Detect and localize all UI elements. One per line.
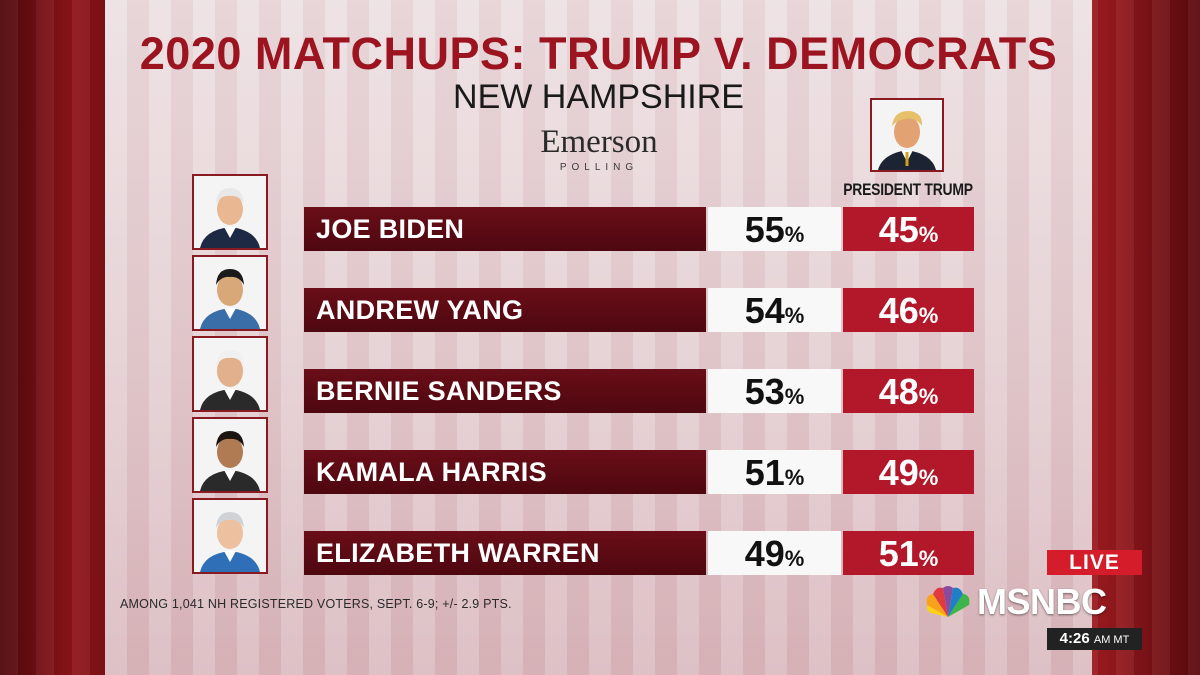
broadcast-clock: 4:26 AM MT: [1047, 628, 1142, 650]
network-logo: MSNBC: [923, 581, 1145, 622]
candidate-portrait: [192, 498, 268, 574]
chart-title: 2020 MATCHUPS: TRUMP V. DEMOCRATS: [139, 28, 1058, 79]
candidate-name: ELIZABETH WARREN: [304, 531, 706, 575]
trump-percent: 51%: [843, 531, 974, 575]
trump-percent: 45%: [843, 207, 974, 251]
democrat-percent: 55%: [708, 207, 841, 251]
candidate-name: JOE BIDEN: [304, 207, 706, 251]
candidate-name: BERNIE SANDERS: [304, 369, 706, 413]
live-badge: LIVE: [1047, 550, 1142, 575]
opponent-label: PRESIDENT TRUMP: [843, 180, 973, 199]
clock-time: 4:26: [1059, 630, 1090, 647]
trump-percent: 49%: [843, 450, 974, 494]
chart-subtitle: NEW HAMPSHIRE: [453, 78, 744, 116]
candidate-name: KAMALA HARRIS: [304, 450, 706, 494]
pollster-logo: Emerson: [540, 124, 658, 160]
peacock-icon: [926, 586, 970, 617]
candidate-portrait: [192, 417, 268, 493]
democrat-percent: 54%: [708, 288, 841, 332]
poll-footnote: AMONG 1,041 NH REGISTERED VOTERS, SEPT. …: [120, 597, 512, 611]
candidate-portrait: [192, 336, 268, 412]
democrat-percent: 49%: [708, 531, 841, 575]
trump-percent: 46%: [843, 288, 974, 332]
pollster-tagline: POLLING: [559, 162, 639, 173]
candidate-portrait: [192, 255, 268, 331]
trump-portrait: [870, 98, 944, 172]
democrat-percent: 53%: [708, 369, 841, 413]
network-name: MSNBC: [977, 581, 1107, 622]
candidate-portrait: [192, 174, 268, 250]
democrat-percent: 51%: [708, 450, 841, 494]
clock-zone: AM MT: [1093, 634, 1130, 646]
trump-percent: 48%: [843, 369, 974, 413]
candidate-name: ANDREW YANG: [304, 288, 706, 332]
